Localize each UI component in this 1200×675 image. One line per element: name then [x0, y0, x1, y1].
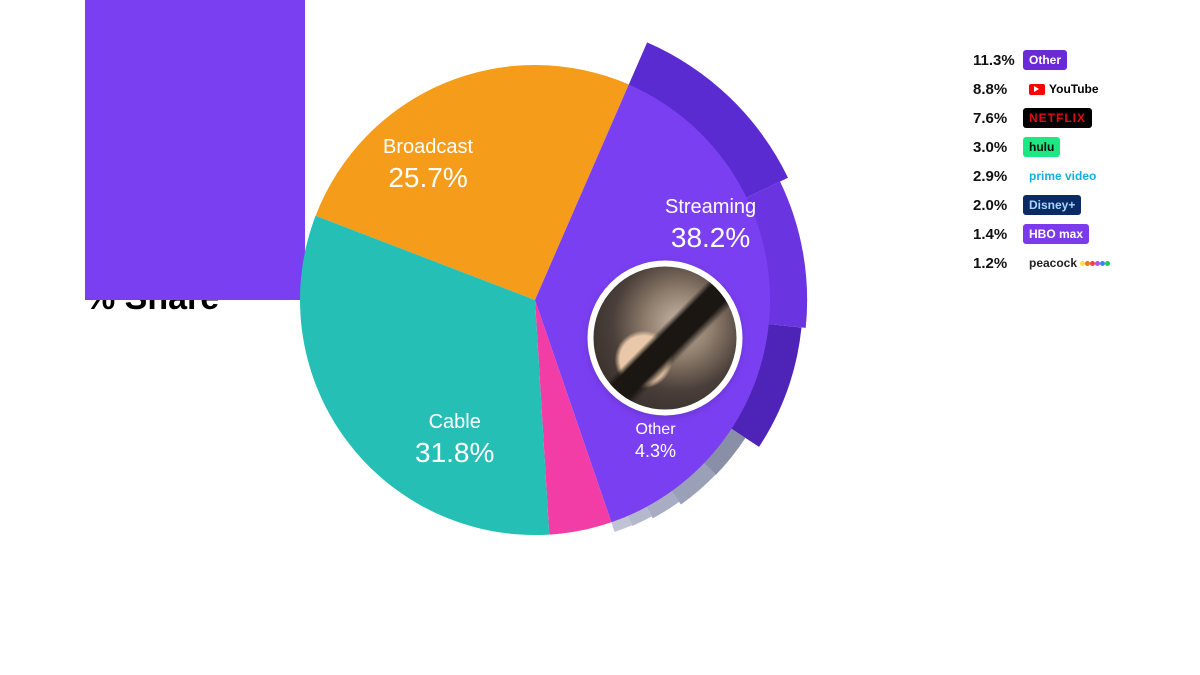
legend-brand: peacock — [1023, 253, 1116, 273]
pie-chart: Broadcast25.7%Streaming38.2%Other4.3%Cab… — [365, 40, 965, 635]
legend-row: 11.3%Other — [973, 50, 1115, 70]
header-block — [85, 0, 305, 300]
legend-brand: NETFLIX — [1023, 108, 1092, 128]
legend-row: 1.4%HBO max — [973, 224, 1115, 244]
center-photo — [588, 260, 743, 415]
pie-svg — [85, 0, 985, 600]
legend-brand: YouTube — [1023, 79, 1105, 99]
streaming-legend: 11.3%Other 8.8%YouTube 7.6%NETFLIX 3.0%hulu… — [965, 40, 1115, 635]
legend-row: 2.0%Disney+ — [973, 195, 1115, 215]
legend-row: 1.2%peacock — [973, 253, 1115, 273]
legend-row: 3.0%hulu — [973, 137, 1115, 157]
legend-brand: HBO max — [1023, 224, 1089, 244]
legend-row: 2.9%prime video — [973, 166, 1115, 186]
legend-row: 7.6%NETFLIX — [973, 108, 1115, 128]
legend-row: 8.8%YouTube — [973, 79, 1115, 99]
legend-brand: prime video — [1023, 166, 1102, 186]
legend-brand: Other — [1023, 50, 1067, 70]
legend-brand: Disney+ — [1023, 195, 1081, 215]
legend-brand: hulu — [1023, 137, 1060, 157]
